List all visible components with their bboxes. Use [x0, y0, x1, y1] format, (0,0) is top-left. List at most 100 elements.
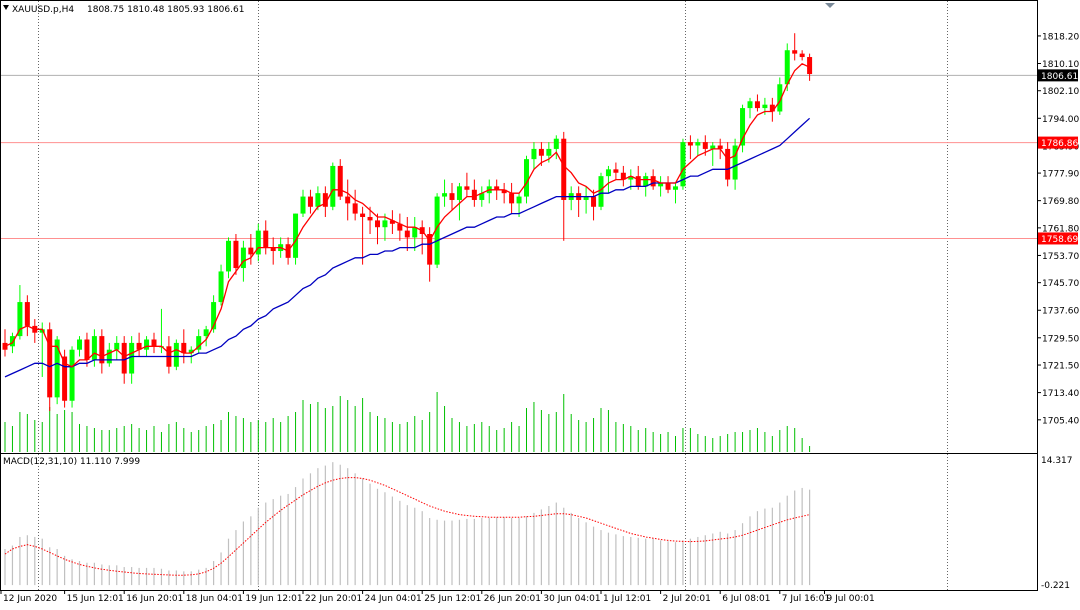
- candle-body[interactable]: [680, 142, 686, 187]
- candle-body[interactable]: [188, 349, 194, 354]
- candle-body[interactable]: [54, 339, 60, 398]
- candle-body[interactable]: [226, 240, 231, 272]
- candle-body[interactable]: [732, 145, 738, 180]
- candle-body[interactable]: [345, 196, 351, 204]
- candle-body[interactable]: [233, 240, 239, 269]
- candle-body[interactable]: [39, 329, 45, 333]
- candle-body[interactable]: [479, 193, 485, 200]
- candle-body[interactable]: [538, 148, 544, 156]
- candle-body[interactable]: [702, 142, 708, 149]
- candle-body[interactable]: [404, 230, 410, 238]
- candle-body[interactable]: [24, 302, 30, 326]
- candle-body[interactable]: [553, 138, 559, 149]
- candle-body[interactable]: [784, 50, 790, 85]
- candle-body[interactable]: [240, 247, 246, 269]
- candle-body[interactable]: [412, 227, 418, 238]
- candle-body[interactable]: [777, 84, 783, 112]
- time-axis[interactable]: 12 Jun 2020 15 Jun 12:01 16 Jun 20:01 18 Ju…: [0, 590, 875, 604]
- candle-body[interactable]: [524, 159, 529, 197]
- candlesticks[interactable]: [2, 33, 813, 411]
- candle-body[interactable]: [456, 186, 462, 200]
- candle-body[interactable]: [330, 165, 336, 207]
- candle-body[interactable]: [47, 329, 53, 398]
- candle-body[interactable]: [322, 193, 328, 207]
- candle-body[interactable]: [367, 216, 373, 221]
- candle-body[interactable]: [434, 196, 440, 265]
- candle-body[interactable]: [531, 148, 537, 160]
- candle-body[interactable]: [650, 176, 656, 187]
- candle-body[interactable]: [300, 196, 306, 214]
- symbol-dropdown-icon[interactable]: [3, 5, 9, 10]
- candle-body[interactable]: [62, 356, 68, 401]
- candle-body[interactable]: [643, 176, 649, 187]
- candle-body[interactable]: [807, 57, 813, 75]
- chart-shift-marker[interactable]: [825, 3, 835, 8]
- candle-body[interactable]: [248, 247, 254, 255]
- candle-body[interactable]: [494, 186, 500, 190]
- candle-body[interactable]: [769, 104, 775, 112]
- candle-body[interactable]: [449, 193, 455, 200]
- candle-body[interactable]: [360, 213, 366, 217]
- candle-body[interactable]: [620, 172, 626, 180]
- candle-body[interactable]: [17, 302, 23, 337]
- candle-body[interactable]: [613, 169, 619, 173]
- candle-body[interactable]: [635, 176, 641, 187]
- candle-body[interactable]: [397, 223, 403, 231]
- candle-body[interactable]: [792, 50, 798, 54]
- candle-body[interactable]: [375, 220, 380, 228]
- candle-body[interactable]: [747, 101, 753, 109]
- candle-body[interactable]: [196, 336, 202, 350]
- candle-body[interactable]: [129, 342, 135, 374]
- candle-body[interactable]: [84, 339, 90, 360]
- candle-body[interactable]: [427, 234, 433, 265]
- candle-body[interactable]: [762, 104, 768, 109]
- candle-body[interactable]: [717, 145, 723, 149]
- candle-body[interactable]: [106, 349, 112, 364]
- candle-body[interactable]: [99, 336, 105, 364]
- candle-body[interactable]: [307, 196, 313, 207]
- candle-body[interactable]: [173, 342, 179, 367]
- candle-body[interactable]: [181, 342, 187, 354]
- candle-body[interactable]: [710, 145, 716, 149]
- candle-body[interactable]: [754, 101, 760, 109]
- candle-body[interactable]: [509, 193, 515, 204]
- candle-body[interactable]: [270, 247, 276, 252]
- candle-body[interactable]: [799, 53, 805, 58]
- candle-body[interactable]: [442, 193, 448, 197]
- candle-body[interactable]: [695, 142, 701, 146]
- symbol-label[interactable]: XAUUSD.p,H4: [12, 5, 74, 15]
- candle-body[interactable]: [464, 186, 470, 190]
- candle-body[interactable]: [218, 271, 224, 303]
- candle-body[interactable]: [263, 230, 269, 248]
- candle-body[interactable]: [605, 169, 611, 177]
- candle-body[interactable]: [389, 220, 395, 224]
- candle-body[interactable]: [583, 196, 589, 200]
- candle-body[interactable]: [136, 342, 142, 350]
- candle-body[interactable]: [151, 339, 157, 347]
- candle-body[interactable]: [121, 342, 127, 374]
- candle-body[interactable]: [546, 148, 552, 156]
- candle-body[interactable]: [2, 342, 8, 350]
- candle-body[interactable]: [9, 336, 15, 347]
- candle-body[interactable]: [665, 182, 671, 190]
- candle-body[interactable]: [337, 165, 343, 197]
- candle-body[interactable]: [628, 176, 634, 180]
- candle-body[interactable]: [382, 220, 388, 228]
- candle-body[interactable]: [293, 213, 299, 258]
- candle-body[interactable]: [211, 302, 217, 330]
- candle-body[interactable]: [77, 339, 82, 350]
- candle-body[interactable]: [687, 142, 693, 146]
- candle-body[interactable]: [740, 108, 746, 146]
- candle-body[interactable]: [561, 138, 567, 200]
- candle-body[interactable]: [91, 336, 97, 360]
- candle-body[interactable]: [69, 349, 75, 401]
- candle-body[interactable]: [516, 196, 522, 204]
- candle-body[interactable]: [658, 182, 664, 187]
- candle-body[interactable]: [501, 189, 507, 194]
- candle-body[interactable]: [144, 339, 150, 350]
- candle-body[interactable]: [591, 196, 597, 207]
- candle-body[interactable]: [725, 148, 731, 180]
- candle-body[interactable]: [673, 186, 678, 190]
